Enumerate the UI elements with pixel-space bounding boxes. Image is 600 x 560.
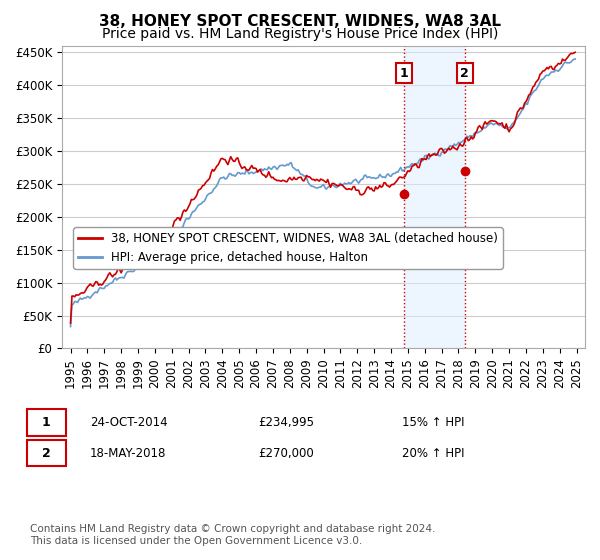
Legend: 38, HONEY SPOT CRESCENT, WIDNES, WA8 3AL (detached house), HPI: Average price, d: 38, HONEY SPOT CRESCENT, WIDNES, WA8 3AL… <box>73 227 503 269</box>
38, HONEY SPOT CRESCENT, WIDNES, WA8 3AL (detached house) <box>572 49 579 55</box>
Text: 38, HONEY SPOT CRESCENT, WIDNES, WA8 3AL: 38, HONEY SPOT CRESCENT, WIDNES, WA8 3AL <box>99 14 501 29</box>
Text: 1: 1 <box>400 67 409 80</box>
38, HONEY SPOT CRESCENT, WIDNES, WA8 3AL (detached house) <box>287 176 295 183</box>
HPI: Average price, detached house, Halton: (2.01e+03, 2.82e+05): Average price, detached house, Halton: (… <box>287 159 295 166</box>
Text: 15% ↑ HPI: 15% ↑ HPI <box>402 416 464 430</box>
HPI: Average price, detached house, Halton: (2e+03, 1.17e+05): Average price, detached house, Halton: (… <box>129 268 136 275</box>
38, HONEY SPOT CRESCENT, WIDNES, WA8 3AL (detached house) <box>217 156 224 162</box>
Text: 2: 2 <box>42 447 50 460</box>
HPI: Average price, detached house, Halton: (2e+03, 3.32e+04): Average price, detached house, Halton: (… <box>67 323 74 330</box>
HPI: Average price, detached house, Halton: (2.02e+03, 4.15e+05): Average price, detached house, Halton: (… <box>544 72 551 78</box>
Text: 18-MAY-2018: 18-MAY-2018 <box>90 447 166 460</box>
Line: 38, HONEY SPOT CRESCENT, WIDNES, WA8 3AL (detached house): 38, HONEY SPOT CRESCENT, WIDNES, WA8 3AL… <box>71 52 575 323</box>
Text: 1: 1 <box>42 416 50 430</box>
38, HONEY SPOT CRESCENT, WIDNES, WA8 3AL (detached house) <box>129 260 136 267</box>
HPI: Average price, detached house, Halton: (2.02e+03, 4.4e+05): Average price, detached house, Halton: (… <box>572 55 579 62</box>
38, HONEY SPOT CRESCENT, WIDNES, WA8 3AL (detached house) <box>67 320 74 326</box>
38, HONEY SPOT CRESCENT, WIDNES, WA8 3AL (detached house) <box>242 166 250 173</box>
HPI: Average price, detached house, Halton: (2e+03, 2.59e+05): Average price, detached house, Halton: (… <box>217 175 224 181</box>
Line: HPI: Average price, detached house, Halton: HPI: Average price, detached house, Halt… <box>71 59 575 326</box>
Text: £270,000: £270,000 <box>258 447 314 460</box>
Text: Contains HM Land Registry data © Crown copyright and database right 2024.
This d: Contains HM Land Registry data © Crown c… <box>30 524 436 546</box>
38, HONEY SPOT CRESCENT, WIDNES, WA8 3AL (detached house) <box>234 155 241 161</box>
Text: £234,995: £234,995 <box>258 416 314 430</box>
HPI: Average price, detached house, Halton: (2e+03, 2.67e+05): Average price, detached house, Halton: (… <box>234 169 241 176</box>
Text: 24-OCT-2014: 24-OCT-2014 <box>90 416 167 430</box>
Text: 20% ↑ HPI: 20% ↑ HPI <box>402 447 464 460</box>
HPI: Average price, detached house, Halton: (2.01e+03, 2.71e+05): Average price, detached house, Halton: (… <box>242 167 250 174</box>
Text: 2: 2 <box>460 67 469 80</box>
38, HONEY SPOT CRESCENT, WIDNES, WA8 3AL (detached house) <box>544 64 551 71</box>
Text: Price paid vs. HM Land Registry's House Price Index (HPI): Price paid vs. HM Land Registry's House … <box>102 27 498 41</box>
